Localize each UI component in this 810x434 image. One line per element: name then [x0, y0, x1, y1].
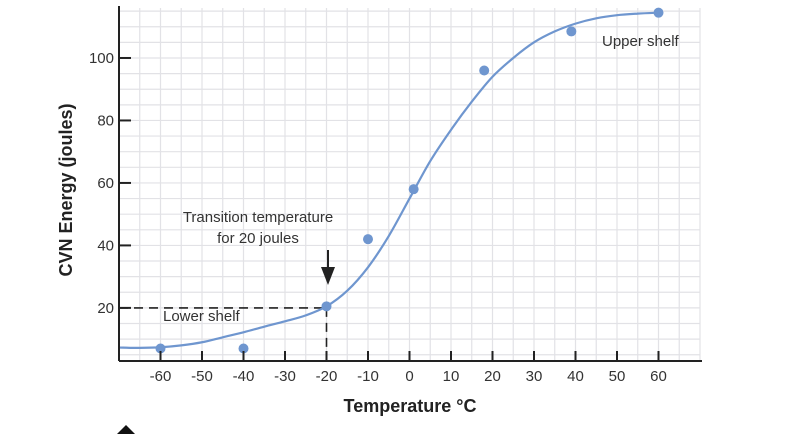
data-point	[479, 65, 490, 76]
fitted-curve-series	[118, 11, 659, 349]
data-point	[653, 7, 664, 18]
x-tick-label: 10	[443, 368, 460, 385]
x-tick-label: -30	[274, 368, 296, 385]
data-point	[408, 184, 419, 195]
y-tick-label: 100	[89, 50, 114, 67]
annotation-transition-line1: Transition temperature	[183, 209, 333, 226]
x-tick-label: -50	[191, 368, 213, 385]
x-tick-label: 60	[650, 368, 667, 385]
annotation-transition-line2: for 20 joules	[217, 230, 299, 247]
y-tick-label: 40	[97, 237, 114, 254]
data-point	[155, 343, 166, 354]
x-tick-label: 20	[484, 368, 501, 385]
axes	[118, 6, 702, 362]
data-point	[321, 301, 332, 312]
tick-labels: -60 -50 -40 -30 -20 -10 0 10 20 30 40 50 60 20 40 60 80 1…	[89, 50, 667, 385]
x-tick-label: 40	[567, 368, 584, 385]
triangle-marker-icon	[117, 425, 135, 434]
x-axis-title: Temperature °C	[344, 396, 477, 416]
x-tick-label: 50	[609, 368, 626, 385]
grid	[119, 8, 701, 361]
x-tick-label: -60	[150, 368, 172, 385]
y-tick-label: 60	[97, 175, 114, 192]
annotation-upper-shelf: Upper shelf	[602, 33, 680, 50]
x-tick-label: 30	[526, 368, 543, 385]
y-tick-label: 20	[97, 300, 114, 317]
x-tick-label: -40	[233, 368, 255, 385]
transition-arrow	[321, 250, 335, 285]
annotation-lower-shelf: Lower shelf	[163, 308, 241, 325]
y-axis-title: CVN Energy (joules)	[56, 103, 76, 276]
x-tick-label: 0	[405, 368, 413, 385]
x-tick-label: -20	[316, 368, 338, 385]
data-point	[363, 234, 373, 245]
y-tick-label: 80	[97, 112, 114, 129]
data-point	[566, 26, 577, 37]
x-tick-label: -10	[357, 368, 379, 385]
data-points	[155, 7, 664, 354]
data-point	[238, 343, 249, 354]
reference-lines	[119, 307, 328, 361]
